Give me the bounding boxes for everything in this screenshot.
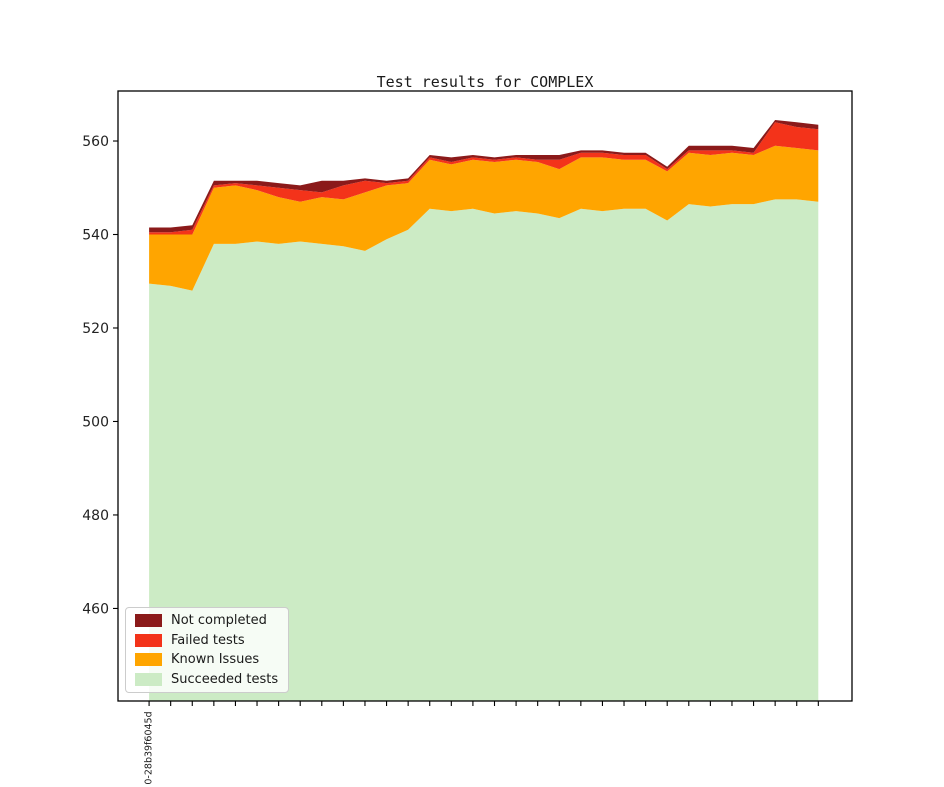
legend-item: Known Issues <box>135 652 279 668</box>
legend: Not completed Failed tests Known Issues Suc… <box>125 607 289 693</box>
y-axis-tick-label: 500 <box>82 414 109 430</box>
legend-item-label: Succeeded tests <box>171 671 279 687</box>
area-succeeded-tests <box>149 199 819 701</box>
legend-item-label: Not completed <box>171 613 267 629</box>
legend-item: Succeeded tests <box>135 671 279 687</box>
x-axis-tick-label: 0-28b39f6045d <box>143 711 155 785</box>
legend-swatch-icon <box>135 672 162 686</box>
y-axis-tick-label: 560 <box>82 134 109 150</box>
y-axis-tick-label: 460 <box>82 601 109 617</box>
area-known-issues <box>149 145 819 291</box>
legend-swatch-icon <box>135 614 162 628</box>
legend-item: Not completed <box>135 613 279 629</box>
chart-title: Test results for COMPLEX <box>376 73 594 91</box>
legend-item-label: Known Issues <box>171 652 260 668</box>
legend-swatch-icon <box>135 633 162 647</box>
legend-item: Failed tests <box>135 632 279 648</box>
y-axis-tick-label: 480 <box>82 508 109 524</box>
plot-border <box>117 90 853 702</box>
legend-swatch-icon <box>135 653 162 667</box>
legend-item-label: Failed tests <box>171 632 245 648</box>
y-axis-tick-label: 520 <box>82 321 109 337</box>
y-axis-tick-label: 540 <box>82 228 109 244</box>
